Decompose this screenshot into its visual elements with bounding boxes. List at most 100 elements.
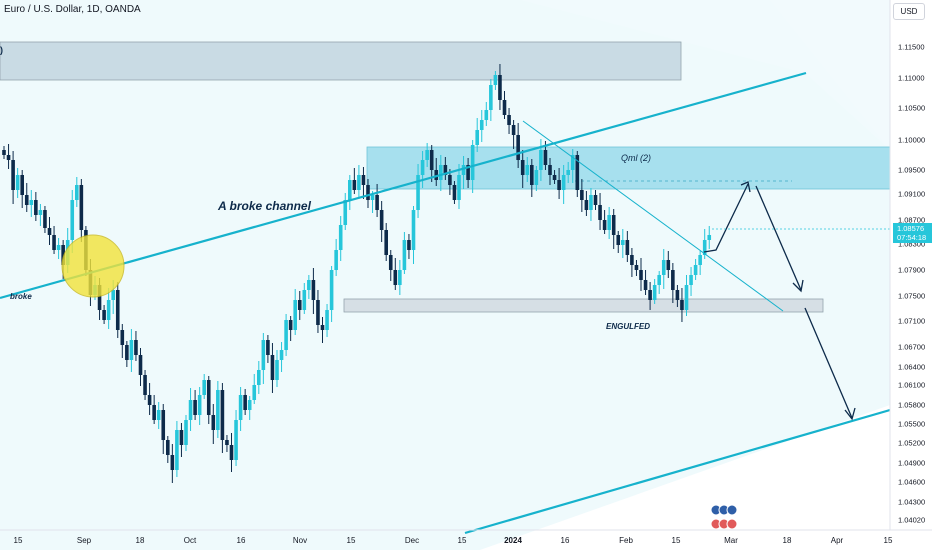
candle-body	[461, 165, 466, 175]
price-tick-label: 1.09500	[898, 165, 926, 175]
candle-body	[311, 280, 316, 300]
price-tick-label: 1.07900	[898, 265, 926, 275]
price-tick-label: 1.04020	[898, 515, 926, 525]
candle-body	[243, 395, 247, 410]
candle-body	[420, 160, 425, 175]
price-tick-label: 1.07100	[898, 316, 926, 326]
arrowhead-down-1	[792, 279, 804, 293]
candle-body	[384, 230, 388, 255]
candle-body	[657, 275, 661, 285]
candle-body	[566, 170, 570, 175]
candle-body	[211, 415, 216, 430]
projection-arrow-up	[703, 183, 749, 253]
candle-body	[334, 250, 338, 270]
candle-body	[475, 130, 479, 145]
candle-body	[607, 215, 611, 230]
candle-body	[293, 300, 297, 330]
candle-body	[707, 235, 712, 240]
candle-body	[593, 195, 598, 205]
candle-body	[466, 165, 470, 180]
candle-body	[648, 290, 652, 300]
time-tick-label: Apr	[830, 536, 844, 545]
candle-body	[352, 180, 357, 190]
candle-body	[134, 340, 138, 355]
price-tick-label: 1.08700	[898, 215, 926, 225]
candle-body	[56, 245, 61, 250]
candle-body	[470, 145, 475, 180]
time-tick-label: 2024	[504, 536, 522, 545]
candle-body	[129, 340, 134, 360]
candle-body	[388, 255, 393, 270]
candle-body	[6, 155, 11, 160]
annotation-paren: )	[0, 45, 3, 55]
price-tick-label: 1.08300	[898, 239, 926, 249]
candle-body	[370, 195, 375, 200]
candle-body	[621, 240, 625, 245]
price-tick-label: 1.09100	[898, 189, 926, 199]
candle-body	[166, 440, 170, 455]
candle-body	[225, 440, 229, 445]
candle-body	[320, 325, 325, 330]
time-tick-label: 15	[883, 536, 893, 545]
time-tick-label: 18	[135, 536, 145, 545]
candle-body	[188, 400, 193, 420]
arrowhead-up	[740, 181, 751, 193]
candle-body	[279, 350, 284, 360]
candle-body	[570, 155, 575, 170]
annotation-qml-text: Qml (2)	[621, 153, 651, 163]
time-tick-label: 15	[671, 536, 681, 545]
candle-body	[525, 165, 530, 175]
candle-body	[507, 115, 511, 125]
candle-body	[234, 420, 238, 460]
price-tick-label: 1.06700	[898, 342, 926, 352]
time-tick-label: Oct	[183, 536, 197, 545]
time-tick-label: Sep	[76, 536, 92, 545]
candle-body	[52, 235, 56, 250]
candle-body	[61, 245, 65, 265]
candle-body	[634, 265, 639, 270]
annotation-channel-text: A broke channel	[218, 199, 311, 213]
candle-body	[257, 370, 261, 385]
candle-body	[698, 255, 702, 265]
candle-body	[361, 175, 366, 185]
candle-body	[616, 235, 621, 245]
price-tick-label: 1.04900	[898, 458, 926, 468]
candle-body	[643, 280, 648, 290]
candle-body	[266, 340, 270, 355]
candle-body	[589, 195, 593, 210]
time-tick-label: Dec	[404, 536, 420, 545]
currency-button[interactable]: USD	[893, 3, 925, 20]
candle-body	[316, 300, 320, 325]
candle-body	[24, 195, 29, 205]
candle-body	[443, 165, 448, 175]
time-tick-label: 15	[13, 536, 23, 545]
candle-body	[288, 320, 293, 330]
projection-arrow-down-2	[804, 307, 853, 419]
candle-body	[11, 160, 15, 190]
candle-body	[493, 75, 498, 85]
candle-body	[34, 200, 38, 215]
candle-body	[275, 360, 279, 380]
candle-body	[625, 240, 630, 255]
candle-body	[229, 445, 234, 460]
candle-body	[398, 270, 402, 285]
candle-body	[184, 420, 188, 445]
candle-body	[602, 220, 607, 230]
candle-body	[329, 270, 334, 310]
candle-body	[179, 430, 184, 445]
candle-body	[457, 175, 461, 200]
time-tick-label: Mar	[724, 536, 738, 545]
price-tick-label: 1.06100	[898, 380, 926, 390]
candle-body	[115, 290, 120, 330]
candle-body	[284, 320, 288, 350]
candle-body	[102, 310, 106, 320]
trend-line-diagonal	[522, 120, 784, 312]
candle-body	[498, 75, 502, 100]
channel-upper-line	[0, 71, 807, 300]
candle-body	[502, 100, 507, 115]
candle-body	[680, 300, 684, 310]
candle-body	[238, 395, 243, 420]
candle-body	[652, 285, 657, 300]
